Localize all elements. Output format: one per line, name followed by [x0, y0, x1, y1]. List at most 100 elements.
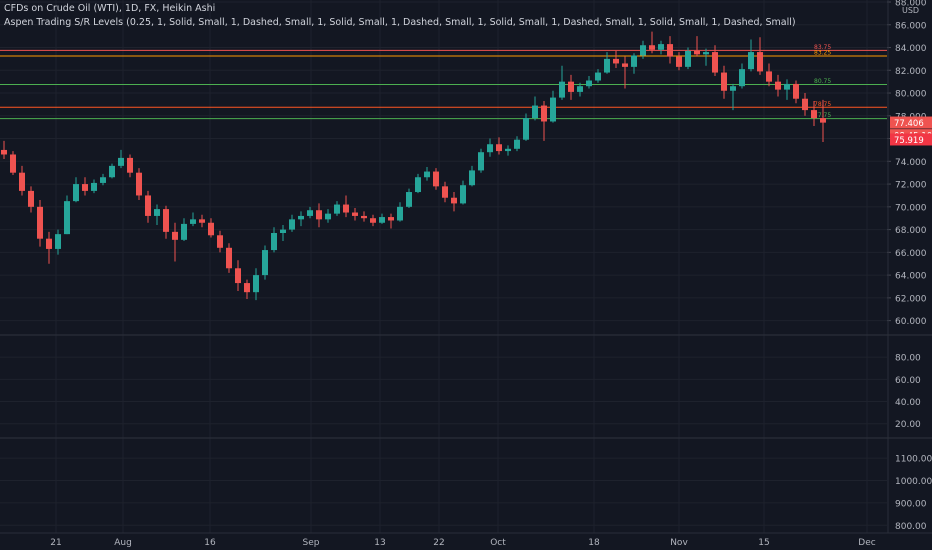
candle-body[interactable] [397, 206, 403, 221]
candle-body[interactable] [388, 217, 394, 221]
candle-body[interactable] [145, 195, 151, 216]
candle-body[interactable] [172, 231, 178, 240]
candle-body[interactable] [226, 247, 232, 269]
candle-body[interactable] [244, 283, 250, 293]
candle-body[interactable] [514, 139, 520, 149]
candle-body[interactable] [595, 72, 601, 81]
candle-body[interactable] [424, 171, 430, 178]
candle-body[interactable] [667, 44, 673, 57]
candle-body[interactable] [406, 192, 412, 207]
candle-body[interactable] [748, 52, 754, 70]
candle-body[interactable] [658, 44, 664, 50]
candle-body[interactable] [181, 223, 187, 240]
candle-body[interactable] [487, 144, 493, 153]
candle-body[interactable] [568, 81, 574, 92]
candle-body[interactable] [352, 212, 358, 216]
candle-body[interactable] [127, 157, 133, 173]
candle-body[interactable] [334, 204, 340, 214]
candle-body[interactable] [613, 58, 619, 64]
candle-body[interactable] [784, 83, 790, 90]
candle-body[interactable] [190, 219, 196, 224]
candle-body[interactable] [379, 217, 385, 223]
candle-body[interactable] [532, 105, 538, 119]
candle-body[interactable] [496, 144, 502, 152]
candle-body[interactable] [91, 182, 97, 191]
candle-body[interactable] [460, 185, 466, 204]
candle-body[interactable] [118, 157, 124, 166]
candle-body[interactable] [10, 154, 16, 173]
y-tick-label: 72.000 [895, 181, 927, 191]
candle-body[interactable] [307, 210, 313, 216]
candle-body[interactable] [820, 118, 826, 123]
candle-body[interactable] [478, 152, 484, 171]
candle-body[interactable] [235, 268, 241, 284]
candle-body[interactable] [550, 97, 556, 122]
candle-body[interactable] [289, 219, 295, 230]
candle-body[interactable] [721, 72, 727, 91]
candle-body[interactable] [559, 81, 565, 98]
candle-body[interactable] [1, 149, 7, 155]
candle-body[interactable] [46, 238, 52, 249]
candle-body[interactable] [415, 177, 421, 193]
candle-body[interactable] [604, 58, 610, 73]
candle-body[interactable] [325, 213, 331, 220]
candle-body[interactable] [370, 218, 376, 223]
candle-body[interactable] [649, 45, 655, 50]
candle-body[interactable] [802, 98, 808, 111]
candle-body[interactable] [586, 80, 592, 87]
x-tick-label: Dec [858, 538, 875, 548]
candle-body[interactable] [208, 222, 214, 236]
candle-body[interactable] [541, 105, 547, 122]
x-tick-label: Aug [114, 538, 132, 548]
x-tick-label: 18 [588, 538, 600, 548]
candle-body[interactable] [64, 201, 70, 235]
symbol-title[interactable]: CFDs on Crude Oil (WTI), 1D, FX, Heikin … [4, 3, 216, 14]
candle-body[interactable] [685, 50, 691, 67]
candle-body[interactable] [811, 110, 817, 119]
candle-body[interactable] [55, 234, 61, 249]
candle-body[interactable] [316, 210, 322, 220]
candle-body[interactable] [253, 275, 259, 293]
candle-body[interactable] [622, 63, 628, 67]
candle-body[interactable] [757, 52, 763, 72]
candle-body[interactable] [343, 204, 349, 213]
candle-body[interactable] [703, 52, 709, 55]
candle-body[interactable] [37, 206, 43, 239]
candle-body[interactable] [271, 233, 277, 251]
candle-body[interactable] [433, 171, 439, 187]
candle-body[interactable] [469, 170, 475, 186]
candle-body[interactable] [73, 184, 79, 202]
candle-body[interactable] [163, 209, 169, 232]
candle-body[interactable] [451, 197, 457, 204]
candle-body[interactable] [109, 165, 115, 178]
candle-body[interactable] [82, 184, 88, 191]
candle-body[interactable] [775, 81, 781, 90]
candle-body[interactable] [19, 172, 25, 191]
candle-body[interactable] [505, 148, 511, 152]
indicator-title[interactable]: Aspen Trading S/R Levels (0.25, 1, Solid… [4, 17, 796, 28]
candle-body[interactable] [280, 229, 286, 233]
candle-body[interactable] [739, 69, 745, 87]
candle-body[interactable] [730, 86, 736, 91]
candle-body[interactable] [100, 177, 106, 183]
candle-body[interactable] [577, 86, 583, 92]
candle-body[interactable] [154, 209, 160, 216]
candle-body[interactable] [712, 52, 718, 73]
candle-body[interactable] [793, 83, 799, 99]
candle-body[interactable] [199, 219, 205, 223]
candle-body[interactable] [766, 71, 772, 82]
candle-body[interactable] [298, 215, 304, 220]
candle-body[interactable] [361, 215, 367, 219]
candle-body[interactable] [262, 250, 268, 276]
candle-body[interactable] [523, 118, 529, 140]
candle-body[interactable] [640, 45, 646, 56]
candle-body[interactable] [694, 50, 700, 55]
candle-body[interactable] [28, 190, 34, 207]
candle-body[interactable] [217, 235, 223, 248]
candle-body[interactable] [136, 172, 142, 196]
candle-body[interactable] [442, 186, 448, 198]
candle-body[interactable] [676, 56, 682, 67]
candle-body[interactable] [631, 55, 637, 67]
